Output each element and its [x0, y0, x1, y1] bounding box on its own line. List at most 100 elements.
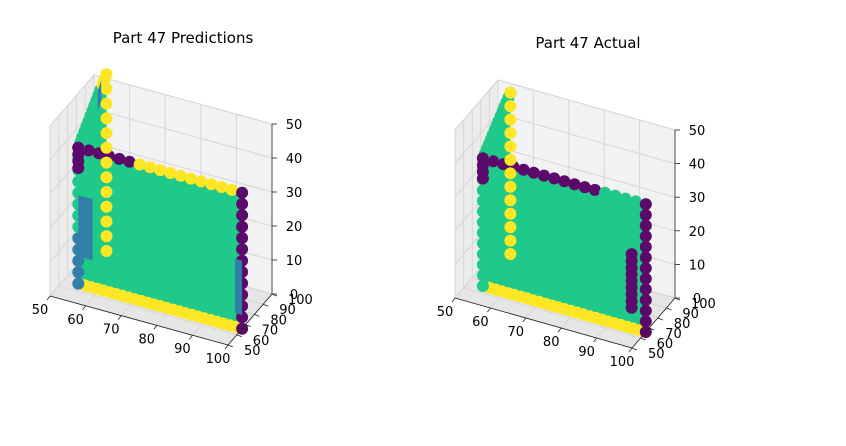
y-tick-mark — [657, 317, 663, 321]
corner-point — [476, 172, 489, 185]
x-tick-label: 80 — [139, 332, 156, 347]
actual-x-ticks: 50 60 70 80 90 100 — [437, 305, 635, 370]
y-tick-label: 70 — [665, 327, 682, 342]
z-tick-label: 40 — [286, 152, 303, 167]
z-tick-label: 30 — [286, 186, 303, 201]
x-tick-label: 60 — [472, 315, 489, 330]
y-tick-label: 90 — [279, 303, 296, 318]
top-edge-point — [164, 167, 177, 179]
top-edge-point — [225, 183, 238, 196]
z-tick-label: 20 — [286, 220, 303, 235]
left-edge-point — [476, 248, 489, 261]
top-edge-point — [215, 181, 228, 193]
right-edge-point — [236, 198, 249, 210]
y-tick-label: 90 — [682, 307, 699, 322]
left-edge-point — [476, 280, 489, 292]
right-edge-point — [639, 315, 652, 328]
back-edge-point — [504, 140, 517, 153]
left-edge-point — [476, 216, 489, 229]
left-edge-point — [476, 226, 489, 239]
x-tick-label: 60 — [67, 313, 84, 328]
x-tick-mark — [46, 295, 51, 301]
blue-patch-points — [97, 80, 102, 112]
back-edge-point — [100, 230, 113, 243]
predictions-plot: Part 47 Predictions 50 60 70 80 90 100 5… — [32, 29, 313, 367]
top-edge-point — [578, 181, 591, 194]
z-tick-label: 20 — [689, 225, 706, 240]
right-edge-point — [236, 232, 249, 244]
z-tick-label: 50 — [286, 118, 303, 133]
top-edge-point — [588, 183, 601, 196]
wall-b-points — [78, 147, 243, 329]
predictions-x-ticks: 50 60 70 80 90 100 — [32, 303, 231, 367]
back-edge-point — [100, 127, 113, 140]
x-tick-label: 50 — [32, 303, 49, 318]
z-tick-label: 10 — [689, 258, 706, 273]
back-edge-point — [100, 171, 113, 184]
y-tick-mark — [631, 347, 638, 351]
y-axis-line — [631, 297, 676, 349]
x-tick-mark — [487, 307, 491, 313]
right-edge-point — [236, 311, 249, 324]
predictions-y-ticks: 50 60 70 80 90 100 — [244, 293, 313, 359]
left-edge-point — [72, 186, 85, 199]
back-edge-point — [504, 207, 517, 220]
top-edge-point — [538, 169, 550, 182]
top-edge-point — [144, 161, 156, 174]
right-edge-point — [236, 243, 249, 256]
left-edge-point — [476, 184, 489, 197]
x-tick-mark — [522, 317, 527, 323]
wall-b-points — [482, 158, 646, 332]
left-edge-point — [476, 194, 489, 207]
x-axis-line — [454, 297, 633, 349]
back-edge-point — [100, 97, 113, 110]
back-edge-point — [504, 194, 517, 207]
y-tick-mark — [640, 337, 646, 341]
y-tick-label: 80 — [674, 317, 691, 332]
top-edge-point — [184, 172, 197, 185]
x-tick-label: 90 — [578, 345, 595, 360]
top-edge-point — [527, 166, 540, 179]
left-edge-point — [72, 175, 85, 188]
y-tick-label: 60 — [253, 334, 270, 349]
x-axis-line — [49, 295, 229, 346]
actual-title: Part 47 Actual — [535, 34, 640, 52]
back-edge-point — [100, 200, 113, 213]
top-edge-point — [154, 164, 167, 177]
corner-point — [72, 162, 85, 174]
z-tick-label: 0 — [290, 288, 298, 303]
back-edge-point — [100, 82, 113, 95]
right-edge-point — [639, 198, 652, 211]
top-edge-point — [195, 175, 208, 188]
right-edge-point — [236, 186, 249, 199]
right-edge-point — [639, 262, 652, 275]
left-edge-point — [476, 237, 489, 250]
right-edge-point — [639, 283, 652, 296]
y-axis-line — [227, 293, 273, 346]
top-edge-point — [558, 175, 571, 188]
top-edge-point — [568, 178, 581, 191]
z-tick-label: 30 — [689, 191, 706, 206]
top-edge-point — [609, 189, 622, 202]
y-tick-label: 50 — [244, 344, 261, 359]
y-tick-label: 100 — [691, 297, 716, 312]
top-edge-point — [548, 172, 561, 185]
y-tick-label: 60 — [657, 337, 674, 352]
x-tick-label: 70 — [508, 325, 525, 340]
back-edge-point — [100, 112, 113, 125]
y-tick-label: 50 — [648, 347, 665, 362]
back-edge-point — [504, 153, 517, 166]
top-edge-point — [113, 152, 126, 165]
z-tick-label: 50 — [689, 124, 706, 139]
right-edge-point — [639, 304, 652, 317]
predictions-title: Part 47 Predictions — [113, 29, 254, 47]
right-edge-point — [639, 251, 652, 264]
z-tick-label: 0 — [693, 292, 701, 307]
right-edge-point — [236, 220, 249, 233]
top-edge-point — [599, 186, 611, 199]
right-edge-point — [639, 209, 652, 221]
back-edge-point — [100, 156, 113, 169]
y-tick-mark — [236, 334, 242, 338]
right-edge-point — [236, 209, 249, 222]
back-edge-point — [504, 180, 517, 193]
